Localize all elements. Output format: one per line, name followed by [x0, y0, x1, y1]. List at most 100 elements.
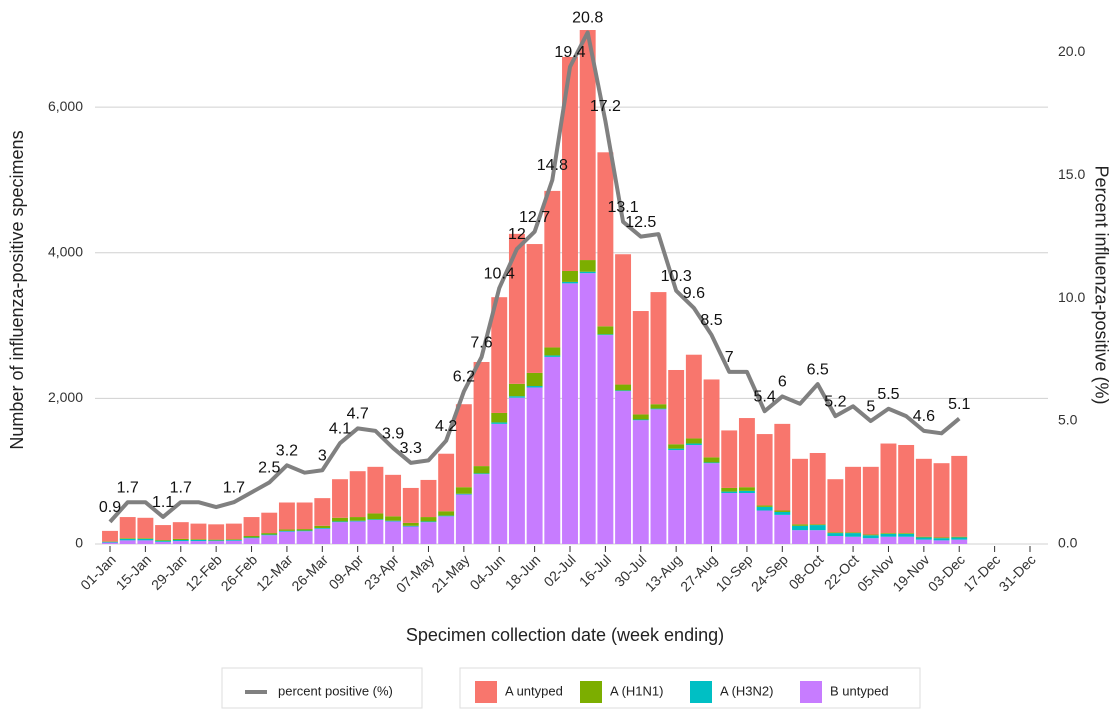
bar-segment	[827, 536, 843, 544]
bar-segment	[845, 533, 861, 537]
bar-segment	[421, 480, 437, 517]
x-tick-label: 31-Dec	[996, 551, 1039, 594]
x-tick-label: 08-Oct	[785, 551, 826, 592]
bar-segment	[314, 529, 330, 544]
value-label: 7	[725, 349, 734, 366]
bar-segment	[155, 542, 171, 544]
x-tick-label: 04-Jun	[466, 551, 508, 593]
bar-segment	[881, 533, 897, 534]
bar-segment	[845, 532, 861, 533]
bar-segment	[580, 272, 596, 273]
value-label: 6.5	[807, 361, 829, 378]
bar-segment	[934, 537, 950, 538]
bar-segment	[137, 539, 153, 540]
bar-segment	[491, 413, 507, 422]
bar-segment	[916, 540, 932, 544]
bar-segment	[438, 454, 454, 512]
bar-segment	[261, 535, 277, 536]
bar-segment	[385, 521, 401, 522]
y2-tick-label: 5.0	[1058, 412, 1078, 428]
value-label: 4.6	[913, 408, 935, 425]
bar-segment	[881, 534, 897, 537]
bar-segment	[226, 524, 242, 540]
bar-segment	[580, 260, 596, 272]
bar-segment	[367, 513, 383, 519]
bar-segment	[757, 505, 773, 506]
value-label: 0.9	[99, 499, 121, 516]
bar-segment	[739, 493, 755, 544]
bar-segment	[155, 540, 171, 541]
bar-segment	[827, 532, 843, 533]
x-tick-label: 19-Nov	[889, 551, 932, 594]
bar-segment	[297, 531, 313, 532]
bar-segment	[544, 355, 560, 356]
bar-segment	[792, 524, 808, 525]
bar-segment	[509, 398, 525, 544]
bar-segment	[191, 524, 207, 540]
value-label: 8.5	[700, 312, 722, 329]
y-axis-title: Number of influenza-positive specimens	[7, 130, 27, 449]
bar-segment	[173, 522, 189, 539]
x-tick-label: 07-May	[393, 551, 437, 595]
bar-segment	[810, 524, 826, 525]
bar-segment	[421, 522, 437, 544]
bar-segment	[792, 530, 808, 544]
bar-segment	[279, 503, 295, 530]
x-tick-label: 18-Jun	[502, 551, 544, 593]
bar-segment	[704, 463, 720, 544]
bar-segment	[191, 539, 207, 540]
bar-segment	[403, 488, 419, 523]
bar-segment	[474, 466, 490, 473]
bar-segment	[350, 517, 366, 521]
bar-segment	[102, 542, 118, 543]
bar-segment	[615, 390, 631, 391]
value-label: 1.7	[223, 479, 245, 496]
value-label: 3.3	[400, 440, 422, 457]
bar-segment	[704, 462, 720, 463]
bar-segment	[173, 540, 189, 541]
bar-segment	[120, 539, 136, 540]
bar-segment	[226, 540, 242, 541]
value-label: 10.4	[484, 265, 515, 282]
bar-segment	[137, 518, 153, 538]
bar-segment	[120, 517, 136, 538]
value-label: 4.1	[329, 420, 351, 437]
bar-segment	[137, 540, 153, 544]
bar-segment	[916, 459, 932, 537]
bar-segment	[881, 537, 897, 544]
bar-segment	[527, 386, 543, 387]
y2-axis-title: Percent influenza-positive (%)	[1091, 165, 1111, 404]
bar-segment	[279, 532, 295, 544]
x-tick-label: 02-Jul	[540, 551, 578, 589]
bar-segment	[597, 326, 613, 334]
bar-segment	[898, 534, 914, 537]
value-label: 9.6	[683, 285, 705, 302]
bar-segment	[421, 517, 437, 521]
bar-segment	[385, 516, 401, 520]
bar-segment	[704, 379, 720, 457]
bar-segment	[544, 347, 560, 355]
bar-segment	[739, 418, 755, 487]
bar-segment	[845, 467, 861, 533]
bar-segment	[633, 414, 649, 419]
bar-segment	[739, 491, 755, 493]
bar-segment	[314, 498, 330, 526]
x-tick-label: 01-Jan	[77, 551, 119, 593]
legend-label: A (H3N2)	[720, 683, 773, 698]
bar-segment	[456, 494, 472, 495]
bar-segment	[721, 493, 737, 544]
bar-segment	[863, 538, 879, 544]
bar-segment	[686, 355, 702, 439]
legend-swatch	[580, 681, 602, 703]
bar-segment	[845, 537, 861, 544]
bar-segment	[792, 526, 808, 530]
bar-segment	[155, 525, 171, 540]
x-tick-label: 03-Dec	[925, 551, 968, 594]
bar-segment	[403, 527, 419, 544]
value-label: 5.1	[948, 396, 970, 413]
bar-segment	[651, 292, 667, 404]
bar-segment	[332, 522, 348, 544]
bar-segment	[509, 384, 525, 396]
bar-segment	[792, 459, 808, 525]
